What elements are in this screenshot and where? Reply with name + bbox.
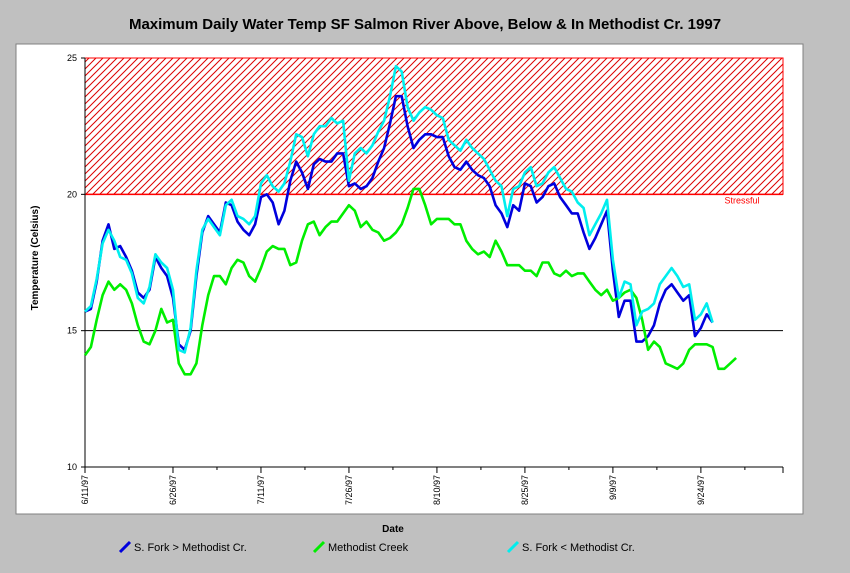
x-tick-label: 9/9/97 bbox=[608, 475, 618, 500]
plot-area: Stressful bbox=[83, 57, 784, 468]
y-tick-label: 25 bbox=[67, 53, 77, 63]
stressful-label: Stressful bbox=[724, 195, 759, 205]
y-tick-label: 10 bbox=[67, 462, 77, 472]
x-tick-label: 7/26/97 bbox=[344, 475, 354, 505]
legend-label-3: S. Fork < Methodist Cr. bbox=[522, 542, 635, 554]
x-tick-label: 6/11/97 bbox=[80, 475, 90, 504]
legend: S. Fork > Methodist Cr. Methodist Creek S.… bbox=[118, 540, 635, 554]
x-tick-label: 8/25/97 bbox=[520, 475, 530, 505]
x-tick-label: 9/24/97 bbox=[696, 475, 706, 505]
y-axis: 10 15 20 25 bbox=[67, 53, 85, 472]
y-tick-label: 20 bbox=[67, 189, 77, 199]
x-tick-label: 8/10/97 bbox=[432, 475, 442, 505]
legend-label-2: Methodist Creek bbox=[328, 542, 409, 554]
legend-swatch-3 bbox=[506, 540, 520, 554]
x-tick-label: 6/26/97 bbox=[168, 475, 178, 505]
x-axis: 6/11/97 6/26/97 7/11/97 7/26/97 8/10/97 8/25/… bbox=[80, 467, 784, 505]
series-line-3 bbox=[84, 64, 714, 354]
legend-label-1: S. Fork > Methodist Cr. bbox=[134, 542, 247, 554]
y-axis-label: Temperature (Celsius) bbox=[30, 206, 41, 311]
y-tick-label: 15 bbox=[67, 326, 77, 336]
chart-title: Maximum Daily Water Temp SF Salmon River… bbox=[129, 16, 721, 33]
legend-swatch-2 bbox=[312, 540, 326, 554]
stressful-zone bbox=[84, 57, 784, 195]
series-line-2 bbox=[83, 187, 737, 376]
legend-swatch-1 bbox=[118, 540, 132, 554]
x-tick-label: 7/11/97 bbox=[256, 475, 266, 504]
x-axis-label: Date bbox=[382, 524, 404, 535]
